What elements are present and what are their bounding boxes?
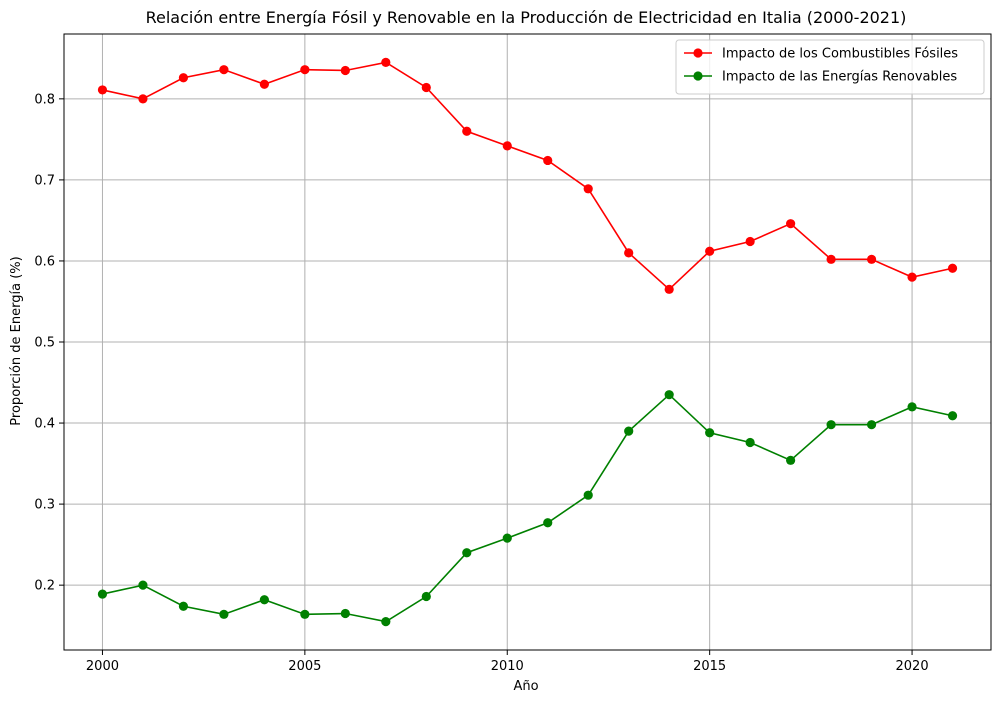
series-layer <box>97 57 958 627</box>
x-tick-label: 2020 <box>896 659 929 674</box>
y-tick-label: 0.2 <box>34 579 55 594</box>
data-point <box>664 284 674 294</box>
legend-marker <box>693 71 703 81</box>
data-point <box>259 79 269 89</box>
legend-box <box>675 39 985 95</box>
grid <box>64 34 991 650</box>
data-point <box>947 411 958 421</box>
data-point <box>705 428 715 438</box>
data-point <box>340 65 350 76</box>
data-point <box>583 490 593 500</box>
series-line <box>102 61 953 291</box>
data-point <box>381 617 391 627</box>
data-point <box>178 601 189 611</box>
data-point <box>543 155 553 166</box>
data-point <box>947 263 958 273</box>
data-point <box>705 246 715 256</box>
data-point <box>300 609 310 619</box>
data-point <box>624 426 634 436</box>
data-point <box>462 548 472 558</box>
data-point <box>866 254 877 264</box>
legend-marker <box>693 48 703 58</box>
y-tick-label: 0.5 <box>34 336 55 351</box>
data-point <box>907 402 917 412</box>
data-point <box>97 85 108 95</box>
data-point <box>421 82 431 93</box>
series-line <box>102 393 953 623</box>
data-point <box>138 580 148 590</box>
x-axis-ticks: 2000 2005 2010 2015 2020 <box>86 650 929 674</box>
y-tick-label: 0.8 <box>34 92 55 107</box>
data-point <box>583 184 593 194</box>
data-point <box>664 390 674 400</box>
y-axis-label: Proporción de Energía (%) <box>9 256 24 425</box>
data-point <box>866 420 877 430</box>
data-point <box>624 248 634 258</box>
y-tick-label: 0.3 <box>34 498 55 513</box>
data-point <box>907 272 917 282</box>
data-point <box>745 236 755 247</box>
y-tick-label: 0.6 <box>34 254 55 269</box>
data-point <box>381 57 391 67</box>
x-axis-label: Año <box>513 679 538 694</box>
legend-label: Impacto de las Energías Renovables <box>722 70 957 85</box>
x-tick-label: 2015 <box>693 659 726 674</box>
data-point <box>745 437 755 448</box>
series-fossil <box>97 57 958 294</box>
data-point <box>259 595 269 605</box>
data-point <box>178 73 189 83</box>
data-point <box>826 420 836 430</box>
data-point <box>462 126 472 136</box>
legend-label: Impacto de los Combustibles Fósiles <box>722 47 958 62</box>
data-point <box>502 141 512 151</box>
data-point <box>826 254 836 264</box>
series-renewable <box>97 390 958 627</box>
y-axis-ticks: 0.2 0.3 0.4 0.5 0.6 0.7 0.8 <box>34 92 64 594</box>
y-tick-label: 0.7 <box>34 173 55 188</box>
legend: Impacto de los Combustibles Fósiles Impac… <box>675 39 985 95</box>
y-tick-label: 0.4 <box>34 417 55 432</box>
x-tick-label: 2010 <box>491 659 524 674</box>
data-point <box>543 518 553 528</box>
data-point <box>786 219 796 229</box>
data-point <box>219 65 229 75</box>
data-point <box>502 533 512 543</box>
x-tick-label: 2000 <box>86 659 119 674</box>
data-point <box>421 591 431 602</box>
x-tick-label: 2005 <box>288 659 321 674</box>
data-point <box>219 609 229 619</box>
data-point <box>97 589 108 599</box>
data-point <box>340 608 350 619</box>
data-point <box>300 65 310 75</box>
data-point <box>138 94 148 104</box>
data-point <box>786 455 796 465</box>
chart-title: Relación entre Energía Fósil y Renovable… <box>146 8 907 27</box>
